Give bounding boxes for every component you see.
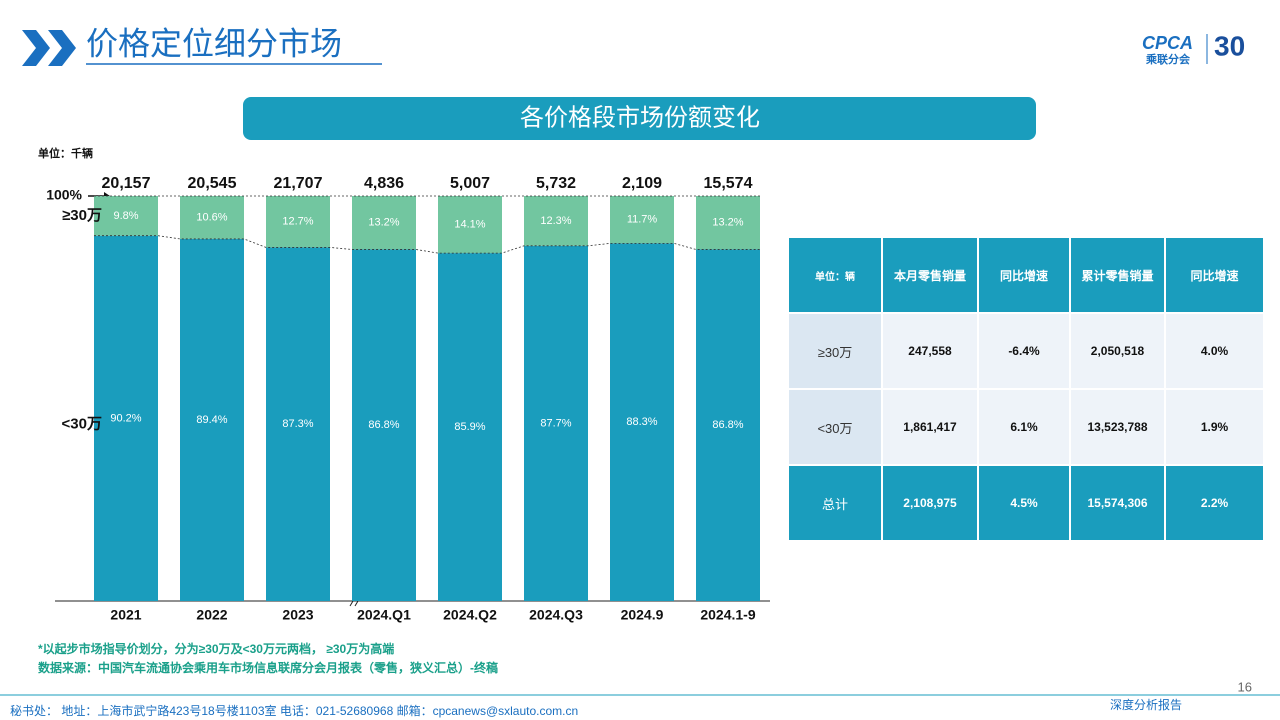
table-cell: 4.0% [1166, 314, 1263, 388]
bar-segment [696, 196, 760, 250]
total-label: 15,574 [704, 175, 753, 192]
bar-segment [524, 245, 588, 601]
x-tick-label: 2024.1-9 [700, 607, 755, 623]
table-cell: 6.1% [979, 390, 1069, 464]
table-row: <30万 1,861,417 6.1% 13,523,788 1.9% [789, 390, 1263, 464]
data-label: 10.6% [196, 211, 227, 223]
table-cell: -6.4% [979, 314, 1069, 388]
page-number: 16 [1238, 679, 1252, 694]
chevron-icon [48, 30, 76, 66]
table-cell: 总计 [789, 466, 881, 540]
data-label: 87.3% [282, 418, 313, 430]
total-label: 5,007 [450, 175, 490, 192]
table-cell: 1.9% [1166, 390, 1263, 464]
table-cell: 累计零售销量 [1071, 238, 1164, 312]
series-label: <30万 [62, 415, 102, 432]
table-cell: 247,558 [883, 314, 977, 388]
bar-segment [438, 253, 502, 602]
data-label: 89.4% [196, 414, 227, 426]
table-row: 单位：辆 本月零售销量 同比增速 累计零售销量 同比增速 [789, 238, 1263, 312]
bar-segment [524, 196, 588, 246]
data-label: 87.7% [540, 417, 571, 429]
total-label: 20,545 [188, 175, 237, 192]
x-tick-label: 2024.Q1 [357, 607, 411, 623]
y-tick-label: 100% [46, 187, 82, 203]
bar-segment [180, 238, 244, 601]
table-cell: 2.2% [1166, 466, 1263, 540]
total-label: 21,707 [274, 175, 323, 192]
table-cell: 同比增速 [979, 238, 1069, 312]
data-label: 9.8% [113, 210, 138, 222]
total-label: 2,109 [622, 175, 662, 192]
bar-segment [438, 196, 502, 254]
table-cell: 15,574,306 [1071, 466, 1164, 540]
x-tick-label: 2024.9 [621, 607, 664, 623]
total-label: 4,836 [364, 175, 404, 192]
x-tick-label: 2022 [196, 607, 227, 623]
data-label: 13.2% [712, 217, 743, 229]
data-label: 14.1% [454, 218, 485, 230]
page-title: 价格定位细分市场 [86, 25, 342, 61]
bar-segment [352, 196, 416, 250]
bar-segment [266, 247, 330, 601]
x-tick-label: 2021 [110, 607, 141, 623]
data-label: 13.2% [368, 217, 399, 229]
table-cell: 2,050,518 [1071, 314, 1164, 388]
table-row: 总计 2,108,975 4.5% 15,574,306 2.2% [789, 466, 1263, 540]
logo-name: CPCA [1142, 33, 1193, 53]
table-cell: ≥30万 [789, 314, 881, 388]
note: 数据来源：中国汽车流通协会乘用车市场信息联席分会月报表（零售，狭义汇总）-终稿 [38, 660, 498, 675]
total-label: 20,157 [102, 175, 151, 192]
table-cell: 13,523,788 [1071, 390, 1164, 464]
data-label: 11.7% [627, 214, 658, 226]
chevron-icon [22, 30, 50, 66]
table-cell: 本月零售销量 [883, 238, 977, 312]
logo-anniversary: 30 [1214, 30, 1245, 61]
chart-title: 各价格段市场份额变化 [520, 104, 760, 131]
data-table: 单位：辆 本月零售销量 同比增速 累计零售销量 同比增速 ≥30万 247,558 -6.4%… [787, 236, 1265, 542]
data-label: 86.8% [368, 419, 399, 431]
bar-segment [610, 243, 674, 601]
table-cell: 同比增速 [1166, 238, 1263, 312]
data-label: 12.3% [540, 215, 571, 227]
bar-segment [696, 249, 760, 601]
bar-segment [352, 249, 416, 601]
series-label: ≥30万 [62, 207, 102, 224]
data-label: 88.3% [626, 416, 657, 428]
x-tick-label: 2024.Q3 [529, 607, 583, 623]
note: *以起步市场指导价划分，分为≥30万及<30万元两档， ≥30万为高端 [38, 641, 394, 656]
footer-tag: 深度分析报告 [1110, 697, 1182, 712]
x-tick-label: 2023 [282, 607, 313, 623]
bar-segment [266, 196, 330, 248]
data-label: 12.7% [282, 216, 313, 228]
data-label: 86.8% [712, 419, 743, 431]
data-label: 90.2% [110, 412, 141, 424]
bar-segment [610, 196, 674, 244]
subtitle-bar [243, 97, 1036, 140]
total-label: 5,732 [536, 175, 576, 192]
table-cell: 单位：辆 [789, 238, 881, 312]
bar-segment [94, 196, 158, 236]
bar-segment [94, 235, 158, 601]
table-cell: 1,861,417 [883, 390, 977, 464]
table-cell: <30万 [789, 390, 881, 464]
logo-subname: 乘联分会 [1145, 52, 1191, 66]
bar-segment [180, 196, 244, 239]
data-label: 85.9% [454, 421, 485, 433]
table-row: ≥30万 247,558 -6.4% 2,050,518 4.0% [789, 314, 1263, 388]
x-tick-label: 2024.Q2 [443, 607, 497, 623]
table-cell: 2,108,975 [883, 466, 977, 540]
unit-label: 单位：千辆 [38, 146, 93, 160]
table-cell: 4.5% [979, 466, 1069, 540]
footer-contact: 秘书处： 地址：上海市武宁路423号18号楼1103室 电话：021-52680… [10, 703, 578, 718]
